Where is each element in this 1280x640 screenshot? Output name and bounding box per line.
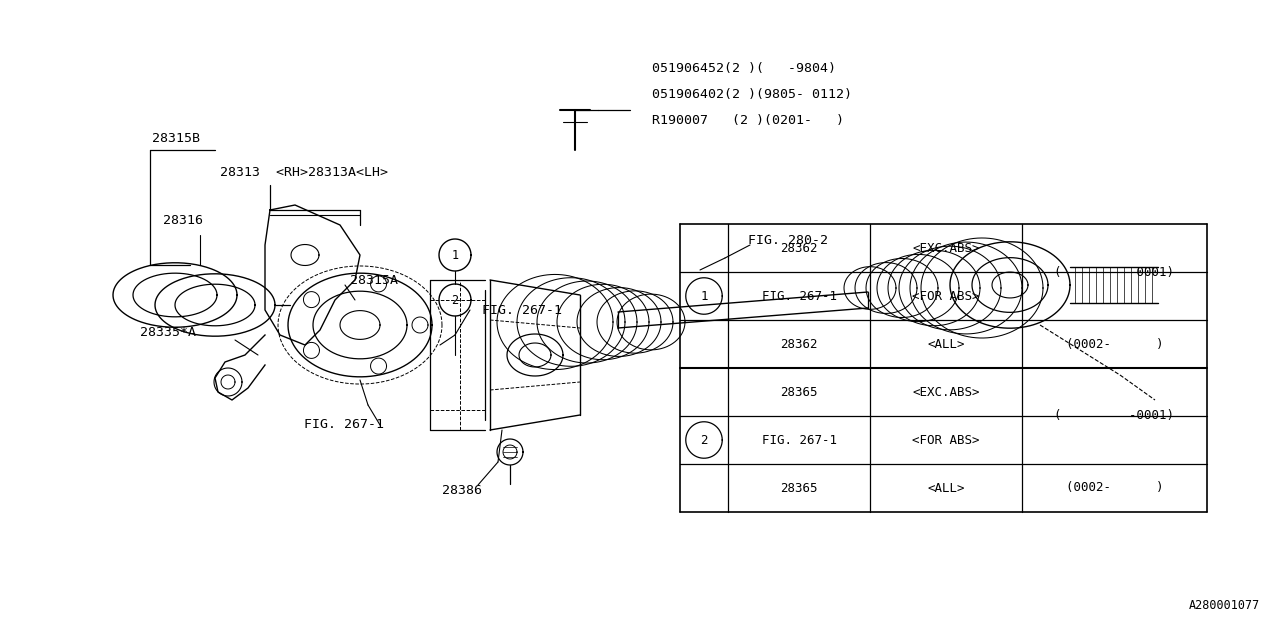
Text: 1: 1	[452, 248, 458, 262]
Text: 28315A: 28315A	[349, 273, 398, 287]
Text: <EXC.ABS>: <EXC.ABS>	[913, 241, 979, 255]
Text: <ALL>: <ALL>	[927, 337, 965, 351]
Text: (         -0001): ( -0001)	[1055, 266, 1175, 278]
Text: A280001077: A280001077	[1189, 599, 1260, 612]
Text: 28362: 28362	[781, 337, 818, 351]
Text: FIG. 267-1: FIG. 267-1	[762, 433, 837, 447]
Text: (0002-      ): (0002- )	[1066, 481, 1164, 495]
Text: FIG. 280-2: FIG. 280-2	[748, 234, 828, 246]
Text: 2: 2	[700, 433, 708, 447]
Text: 28313  <RH>28313A<LH>: 28313 <RH>28313A<LH>	[220, 166, 388, 179]
Text: <EXC.ABS>: <EXC.ABS>	[913, 385, 979, 399]
Text: (0002-      ): (0002- )	[1066, 337, 1164, 351]
Text: (         -0001): ( -0001)	[1055, 410, 1175, 422]
Text: <FOR ABS>: <FOR ABS>	[913, 433, 979, 447]
Text: <ALL>: <ALL>	[927, 481, 965, 495]
Text: FIG. 267-1: FIG. 267-1	[305, 419, 384, 431]
Text: 051906452(2 )(   -9804): 051906452(2 )( -9804)	[652, 61, 836, 74]
Text: FIG. 267-1: FIG. 267-1	[483, 303, 562, 317]
Text: 2: 2	[452, 294, 458, 307]
Text: 28316: 28316	[163, 214, 204, 227]
Text: 28335*A: 28335*A	[140, 326, 196, 339]
Text: FIG. 267-1: FIG. 267-1	[762, 289, 837, 303]
Text: R190007   (2 )(0201-   ): R190007 (2 )(0201- )	[652, 113, 844, 127]
Text: 28386: 28386	[442, 483, 483, 497]
Text: 1: 1	[700, 289, 708, 303]
Text: 28315B: 28315B	[152, 131, 200, 145]
Text: 28362: 28362	[781, 241, 818, 255]
Text: 051906402(2 )(9805- 0112): 051906402(2 )(9805- 0112)	[652, 88, 852, 100]
Text: <FOR ABS>: <FOR ABS>	[913, 289, 979, 303]
Text: 28365: 28365	[781, 481, 818, 495]
Text: 28365: 28365	[781, 385, 818, 399]
